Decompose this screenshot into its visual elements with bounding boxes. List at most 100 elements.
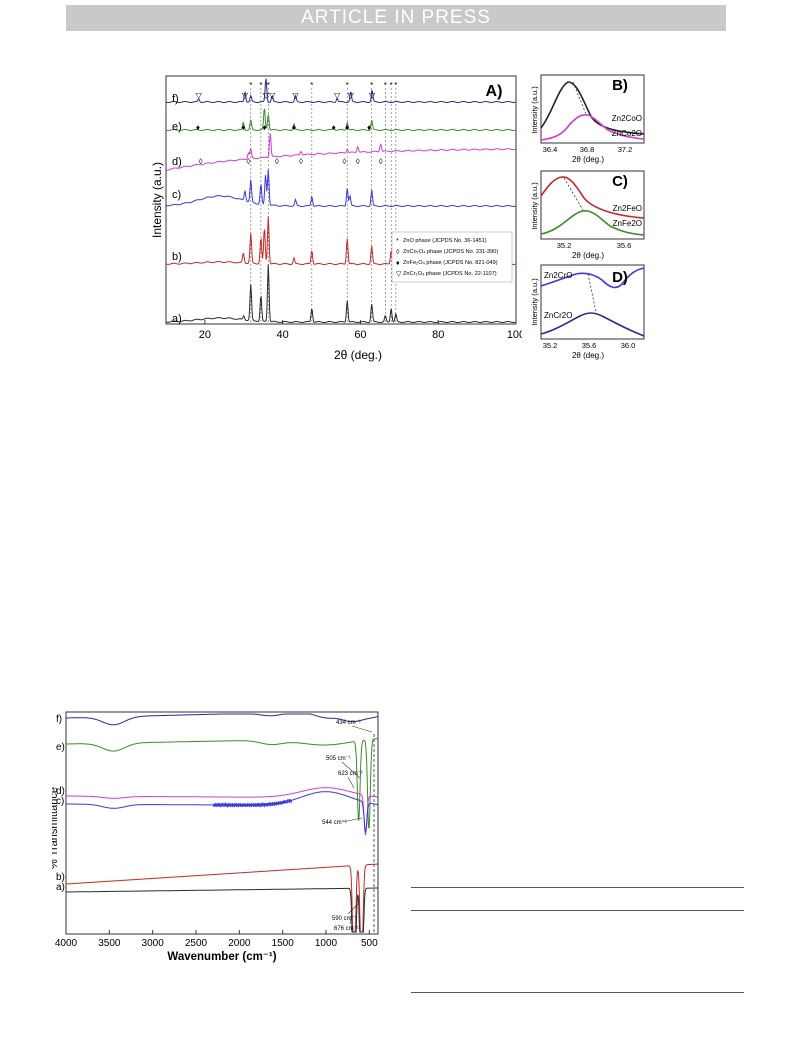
inset-d-series-2: ZnCr2O [544,311,572,320]
xrd-phase-marker: ◊ [275,157,279,166]
xrd-tick-label: 40 [277,329,289,341]
ftir-x-ticks: 4000 3500 3000 2500 2000 1500 1000 500 [55,930,378,949]
inset-b-series-2: ZnCo2O [612,129,642,138]
xrd-figure: ▽ ▽ ▽ ▽ ▽ ▽ ▽ ▽♦ ♦ ♦ ♦ ♦ ♦ ♦◊ ◊ ◊ ◊ ◊ ◊ ◊* * * * * * * * * A) f) e)… [150,75,522,362]
ftir-arrow-544 [341,817,363,823]
xrd-label-a: a) [172,313,182,325]
inset-d-tick-3: 36.0 [621,341,636,350]
ftir-annotation-590: 590 cm⁻¹ [332,916,357,922]
xrd-tick-label: 20 [199,329,211,341]
xrd-phase-marker: ▽ [348,91,355,100]
table-rule-header [411,910,744,911]
ftir-tick-label: 1500 [272,938,295,949]
inset-b-tick-3: 37.2 [618,145,633,154]
inset-b-tick-2: 36.8 [580,145,595,154]
inset-d-y-label: Intensity (a.u.) [530,278,539,326]
ftir-label-e: e) [56,742,65,753]
xrd-tick-label: 100 [507,329,522,341]
inset-d-tick-2: 35.6 [582,341,597,350]
inset-d-series-1: Zn2CrO [544,271,572,280]
xrd-label-e: e) [172,121,182,133]
xrd-panel-label: A) [486,83,503,100]
xrd-label-d: d) [172,156,182,168]
inset-c: C) Zn2FeO ZnFe2O 35.2 35.6 2θ (deg.) Int… [530,170,645,260]
inset-c-x-label: 2θ (deg.) [572,251,604,260]
xrd-phase-marker: ▽ [263,91,270,100]
xrd-phase-marker: ▽ [334,91,341,100]
legend-marker-znco: ◊ [396,249,400,256]
ftir-label-d: d) [56,786,65,797]
inset-b-label: B) [612,77,628,94]
inset-c-tick-1: 35.2 [557,241,572,250]
xrd-phase-marker: ◊ [299,157,303,166]
ftir-plot-frame [65,711,379,935]
inset-c-label: C) [612,173,628,190]
ftir-annotation-505: 505 cm⁻¹ [326,756,351,762]
xrd-phase-marker: ♦ [196,123,200,132]
xrd-tick-label: 60 [354,329,366,341]
ftir-arrow-434 [351,725,373,733]
ftir-arrow-676 [349,909,353,925]
legend-zncr: ZnCr₂O₄ phase (JCPDS No. 22-1107) [403,271,497,277]
legend-znfe: ZnFe₂O₄ phase (JCPDS No. 821-049) [403,260,498,266]
inset-c-y-label: Intensity (a.u.) [530,182,539,230]
legend-znco: ZnCo₂O₄ phase (JCPDS No. 231-390) [403,249,498,255]
inset-c-series-1: Zn2FeO [613,204,642,213]
table-rule-bottom [411,992,744,993]
xrd-curve-c [165,169,516,207]
ftir-tick-label: 500 [361,938,378,949]
inset-b-x-label: 2θ (deg.) [572,155,604,164]
ftir-arrow-505 [341,761,361,779]
inset-b: B) Zn2CoO ZnCo2O 36.4 36.8 37.2 2θ (deg.… [530,74,645,164]
xrd-x-label: 2θ (deg.) [334,348,382,362]
ftir-tick-label: 1000 [315,938,338,949]
inset-c-curve-zn2feo [540,176,645,219]
inset-c-curve-znfe2o [540,209,645,236]
ftir-figure: f) e) d) c) b) a) 434 cm⁻¹ 505 cm⁻¹ 623 … [52,711,379,963]
xrd-tick-label: 80 [432,329,444,341]
xrd-phase-marker: ◊ [379,157,383,166]
xrd-phase-marker: ▽ [269,91,276,100]
xrd-curves [165,78,516,323]
xrd-phase-marker: ▽ [292,91,299,100]
table-rule-top [411,887,744,888]
xrd-phase-marker: * [394,81,397,90]
xrd-curve-e [165,108,516,132]
ftir-tick-label: 2000 [228,938,251,949]
legend-zno: ZnO phase (JCPDS No. 36-1451) [403,238,487,244]
legend-marker-zncr: ▽ [396,271,402,278]
inset-d-shift-line [587,273,597,313]
inset-d: D) Zn2CrO ZnCr2O 35.2 35.6 36.0 2θ (deg.… [530,264,645,360]
xrd-phase-marker: ◊ [343,157,347,166]
ftir-tick-label: 3000 [142,938,165,949]
xrd-phase-marker: ▽ [242,91,249,100]
xrd-curve-a [165,264,516,323]
ftir-arrow-623 [347,776,355,789]
ftir-tick-label: 4000 [55,938,78,949]
ftir-label-b: b) [56,872,65,883]
ftir-label-f: f) [56,714,62,725]
xrd-phase-marker: ♦ [241,123,245,132]
legend-marker-znfe: ♦ [396,260,400,267]
xrd-phase-marker: ♦ [332,123,336,132]
xrd-curve-f [165,78,516,104]
ftir-curve-a [66,887,378,933]
inset-c-tick-2: 35.6 [617,241,632,250]
ftir-label-a: a) [56,882,65,893]
inset-d-curve-zncr2o [540,312,645,337]
ftir-curve-e [66,738,379,829]
inset-b-tick-1: 36.4 [543,145,558,154]
ftir-y-label: % Transmittance [52,787,60,869]
ftir-x-label: Wavenumber (cm⁻¹) [167,951,276,963]
ftir-curve-c [66,791,378,833]
ftir-annotation-544: 544 cm⁻¹ [322,820,347,826]
ftir-curve-d [66,787,378,836]
ftir-curve-b [66,863,378,933]
xrd-label-b: b) [172,251,182,263]
xrd-phase-marker: ▽ [196,91,203,100]
inset-b-curve-zn2coo [540,81,645,135]
ftir-label-c: c) [56,796,64,807]
xrd-phase-marker: ◊ [356,157,360,166]
xrd-phase-marker: ♦ [292,123,296,132]
xrd-label-c: c) [172,189,181,201]
